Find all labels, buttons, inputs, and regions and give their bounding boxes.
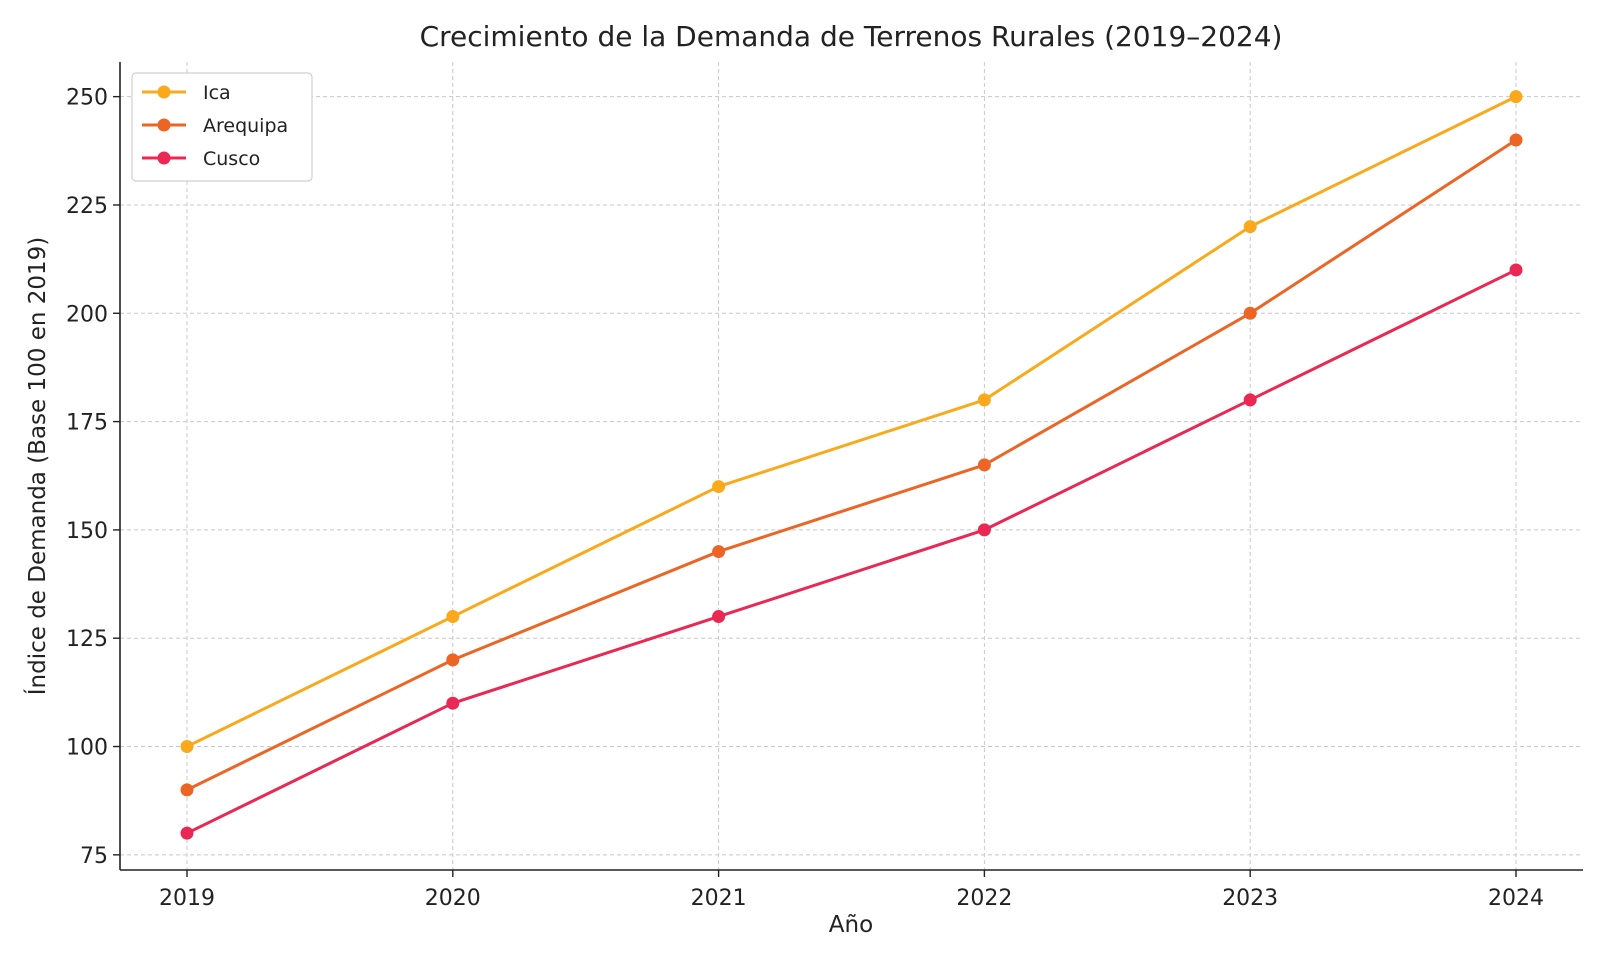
data-point <box>977 523 991 537</box>
data-point <box>1509 133 1523 147</box>
legend-item-cusco: Cusco <box>142 148 260 170</box>
y-tick-label: 225 <box>66 194 108 219</box>
y-tick-label: 250 <box>66 86 108 111</box>
axes <box>119 62 1583 871</box>
series-ica <box>180 90 1523 754</box>
series-line <box>186 138 1517 792</box>
data-point <box>1509 90 1523 104</box>
x-tick-label: 2019 <box>159 886 215 911</box>
data-point <box>180 826 194 840</box>
x-tick-label: 2024 <box>1488 886 1544 911</box>
x-tick-label: 2020 <box>425 886 481 911</box>
x-tick-label: 2022 <box>956 886 1012 911</box>
data-point <box>977 458 991 472</box>
data-point <box>180 740 194 754</box>
data-point <box>180 783 194 797</box>
legend-label: Arequipa <box>203 115 288 137</box>
y-tick-label: 75 <box>80 844 108 869</box>
x-tick-label: 2021 <box>691 886 747 911</box>
y-tick-label: 100 <box>66 736 108 761</box>
data-point <box>446 653 460 667</box>
series-arequipa <box>180 133 1523 797</box>
data-point <box>446 696 460 710</box>
series <box>180 90 1523 840</box>
legend-box <box>131 72 313 182</box>
data-point <box>1243 393 1257 407</box>
legend-label: Cusco <box>203 148 260 170</box>
ticks: 75 100 125 150 175 200 225 250 2019 2020 2021 2022 2… <box>66 86 1544 911</box>
data-point <box>446 610 460 624</box>
grid <box>120 62 1583 870</box>
series-cusco <box>180 263 1523 840</box>
legend-item-arequipa: Arequipa <box>142 115 288 137</box>
legend: Ica Arequipa Cusco <box>131 72 313 182</box>
legend-marker <box>157 85 171 99</box>
data-point <box>1243 220 1257 234</box>
data-point <box>712 610 726 624</box>
legend-item-ica: Ica <box>142 82 231 104</box>
data-point <box>977 393 991 407</box>
y-axis-title: Índice de Demanda (Base 100 en 2019) <box>23 237 51 696</box>
series-line <box>186 268 1517 835</box>
x-axis-title: Año <box>829 912 873 938</box>
legend-marker <box>157 151 171 165</box>
data-point <box>712 480 726 494</box>
y-tick-label: 175 <box>66 411 108 436</box>
y-tick-label: 125 <box>66 627 108 652</box>
series-line <box>186 95 1517 748</box>
y-tick-label: 200 <box>66 302 108 327</box>
legend-label: Ica <box>203 82 231 104</box>
legend-marker <box>157 118 171 132</box>
data-point <box>1243 306 1257 320</box>
y-tick-label: 150 <box>66 519 108 544</box>
data-point <box>1509 263 1523 277</box>
data-point <box>712 545 726 559</box>
chart-title: Crecimiento de la Demanda de Terrenos Ru… <box>420 20 1283 53</box>
x-tick-label: 2023 <box>1222 886 1278 911</box>
